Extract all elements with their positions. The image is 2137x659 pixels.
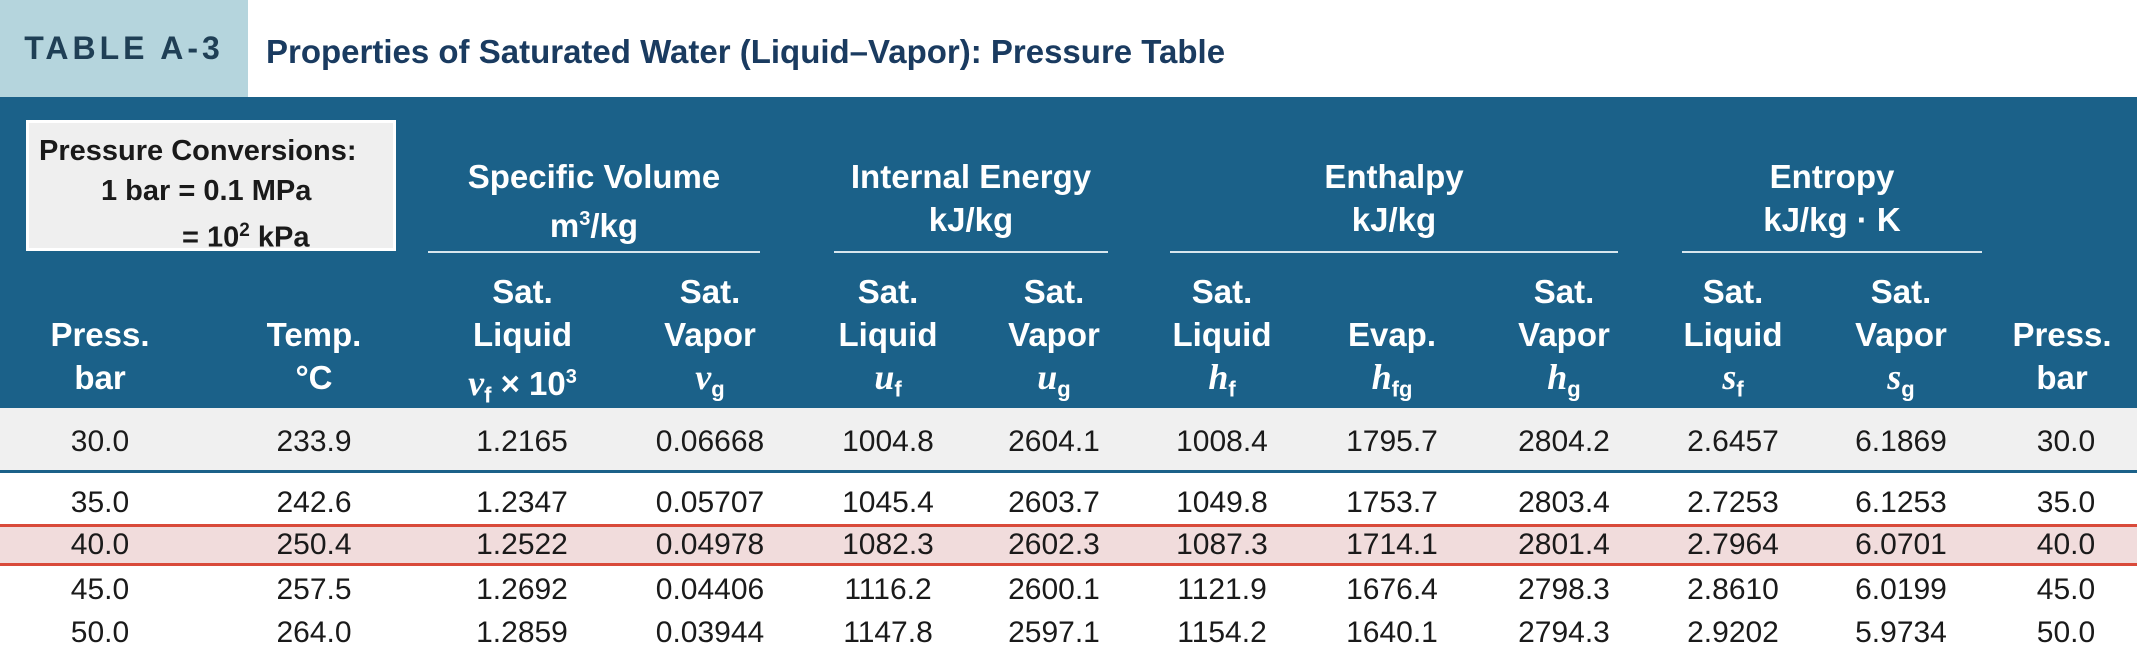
col-header-ug: Sat. Vapor ug — [1008, 273, 1100, 402]
table-cell: 2804.2 — [1518, 425, 1610, 458]
table-cell: 45.0 — [2036, 573, 2096, 606]
first-row-shading — [0, 408, 2137, 470]
table-cell: 6.1253 — [1855, 486, 1947, 519]
table-cell: 0.05707 — [655, 486, 765, 519]
table-cell: 2.6457 — [1687, 425, 1779, 458]
table-cell: 257.5 — [276, 573, 352, 606]
table-cell: 1.2522 — [476, 528, 568, 561]
table-cell: 1121.9 — [1177, 573, 1267, 606]
table-cell: 35.0 — [70, 486, 130, 519]
table-cell: 2600.1 — [1008, 573, 1100, 606]
table-cell: 2603.7 — [1008, 486, 1100, 519]
table-number-label: TABLE A-3 — [0, 0, 248, 97]
table-cell: 1082.3 — [842, 528, 934, 561]
highlighted-row-band — [0, 524, 2137, 566]
table-cell: 2803.4 — [1518, 486, 1610, 519]
table-title: Properties of Saturated Water (Liquid–Va… — [266, 32, 1226, 70]
table-cell: 5.9734 — [1855, 616, 1947, 649]
table-row: 45.0 257.5 1.2692 0.04406 1116.2 2600.1 1121.9… — [0, 569, 2137, 611]
col-header-uf: Sat. Liquid uf — [838, 273, 938, 402]
table-cell: 2597.1 — [1008, 616, 1100, 649]
conversion-mpa: 1 bar = 0.1 MPa — [101, 175, 312, 207]
table-cell: 2.7964 — [1687, 528, 1779, 561]
table-cell: 6.0701 — [1855, 528, 1947, 561]
col-header-hf: Sat. Liquid hf — [1172, 273, 1272, 402]
table-cell: 50.0 — [70, 616, 130, 649]
col-header-hg: Sat. Vapor hg — [1518, 273, 1610, 402]
row-separator — [0, 470, 2137, 473]
col-header-pressure: Press. bar — [50, 316, 150, 396]
table-cell: 2.8610 — [1687, 573, 1779, 606]
table-cell: 1.2692 — [476, 573, 568, 606]
group-enthalpy: Enthalpy kJ/kg — [1324, 158, 1464, 238]
table-cell: 1154.2 — [1177, 616, 1267, 649]
table-cell: 35.0 — [2036, 486, 2096, 519]
table-cell: 2604.1 — [1008, 425, 1100, 458]
table-cell: 1.2859 — [476, 616, 568, 649]
title-bar — [0, 0, 2137, 97]
table-cell: 0.03944 — [655, 616, 765, 649]
table-row: 50.0 264.0 1.2859 0.03944 1147.8 2597.1 1154.2… — [0, 612, 2137, 654]
table-cell: 1008.4 — [1176, 425, 1268, 458]
table-cell: 6.1869 — [1855, 425, 1947, 458]
table-cell: 1087.3 — [1176, 528, 1268, 561]
table-cell: 1676.4 — [1346, 573, 1438, 606]
group-rule-entropy — [1682, 251, 1982, 253]
table-cell: 45.0 — [70, 573, 130, 606]
table-cell: 2801.4 — [1518, 528, 1610, 561]
table-cell: 0.06668 — [655, 425, 765, 458]
table-cell: 1.2165 — [476, 425, 568, 458]
conversion-kpa: = 102 kPa — [182, 220, 310, 254]
table-cell: 0.04406 — [655, 573, 765, 606]
col-header-vf: Sat. Liquid vf × 103 — [468, 273, 577, 408]
table-cell: 1714.1 — [1346, 528, 1438, 561]
col-header-vg: Sat. Vapor vg — [664, 273, 756, 402]
group-rule-specific-volume — [428, 251, 760, 253]
group-specific-volume: Specific Volume m3/kg — [467, 158, 721, 244]
table-row-highlighted: 40.0 250.4 1.2522 0.04978 1082.3 2602.3 1087.3… — [0, 524, 2137, 566]
table-cell: 2.7253 — [1687, 486, 1779, 519]
table-cell: 30.0 — [2036, 425, 2096, 458]
table-cell: 1147.8 — [843, 616, 933, 649]
col-header-pressure-right: Press. bar — [2012, 316, 2112, 396]
table-cell: 2602.3 — [1008, 528, 1100, 561]
col-header-sg: Sat. Vapor sg — [1855, 273, 1947, 402]
table-cell: 242.6 — [276, 486, 352, 519]
pressure-conversions-box: Pressure Conversions: 1 bar = 0.1 MPa = … — [26, 120, 396, 254]
table-cell: 250.4 — [276, 528, 352, 561]
table-cell: 1004.8 — [842, 425, 934, 458]
table-cell: 2.9202 — [1687, 616, 1779, 649]
table-cell: 1045.4 — [842, 486, 934, 519]
table-cell: 1049.8 — [1176, 486, 1268, 519]
group-rule-internal-energy — [834, 251, 1108, 253]
table-cell: 50.0 — [2036, 616, 2096, 649]
table-cell: 6.0199 — [1855, 573, 1947, 606]
table-cell: 2798.3 — [1518, 573, 1610, 606]
col-header-sf: Sat. Liquid sf — [1683, 273, 1783, 402]
group-rule-enthalpy — [1170, 251, 1618, 253]
table-cell: 1795.7 — [1346, 425, 1438, 458]
table-row: 35.0 242.6 1.2347 0.05707 1045.4 2603.7 1049.8… — [0, 482, 2137, 524]
col-header-temperature: Temp. °C — [266, 316, 362, 396]
table-cell: 30.0 — [70, 425, 130, 458]
table-cell: 1753.7 — [1346, 486, 1438, 519]
col-header-hfg: Evap. hfg — [1347, 316, 1437, 402]
table-cell: 1.2347 — [476, 486, 568, 519]
group-internal-energy: Internal Energy kJ/kg — [850, 158, 1092, 238]
table-cell: 233.9 — [276, 425, 352, 458]
table-cell: 1640.1 — [1346, 616, 1438, 649]
table-cell: 2794.3 — [1518, 616, 1610, 649]
group-entropy: Entropy kJ/kg · K — [1763, 158, 1901, 238]
table-row: 30.0 233.9 1.2165 0.06668 1004.8 2604.1 1008.4… — [0, 421, 2137, 463]
table-cell: 40.0 — [70, 528, 130, 561]
table-cell: 264.0 — [276, 616, 352, 649]
table-cell: 0.04978 — [655, 528, 765, 561]
conversion-heading: Pressure Conversions: — [39, 135, 357, 167]
table-cell: 1116.2 — [844, 573, 932, 606]
table-cell: 40.0 — [2036, 528, 2096, 561]
